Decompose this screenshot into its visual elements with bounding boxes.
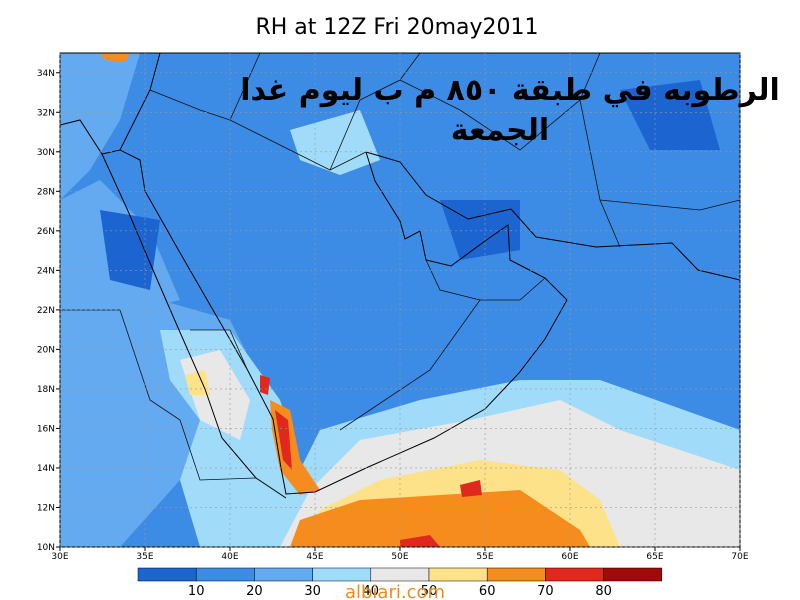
colorbar-box — [137, 567, 197, 582]
colorbar-label: 10 — [188, 584, 205, 599]
colorbar-box — [254, 567, 313, 582]
colorbar-box — [428, 567, 488, 582]
x-tick-label: 70E — [731, 552, 748, 562]
colorbar-box — [603, 567, 663, 582]
y-tick-label: 20N — [37, 345, 55, 355]
colorbar-box — [486, 567, 546, 582]
colorbar-label: 50 — [421, 584, 438, 599]
x-tick-label: 45E — [306, 552, 323, 562]
x-tick-label: 65E — [646, 552, 663, 562]
y-tick-label: 14N — [37, 464, 55, 474]
annotation: الجمعة — [451, 113, 549, 148]
y-tick-label: 24N — [37, 266, 55, 276]
y-tick-label: 10N — [37, 543, 55, 553]
colorbar-label: 60 — [479, 584, 496, 599]
map-title: RH at 12Z Fri 20may2011 — [255, 15, 538, 40]
colorbar-box — [312, 567, 372, 582]
y-tick-label: 18N — [37, 385, 55, 395]
x-tick-label: 35E — [136, 552, 153, 562]
y-tick-label: 30N — [37, 148, 55, 158]
annotation: الرطوبه في طبقة ٨٥٠ م ب ليوم غدا — [240, 73, 780, 108]
y-tick-label: 34N — [37, 69, 55, 79]
x-tick-label: 40E — [221, 552, 238, 562]
x-tick-label: 55E — [476, 552, 493, 562]
y-tick-label: 16N — [37, 424, 55, 434]
colorbar-box — [195, 567, 255, 582]
y-tick-label: 12N — [37, 503, 55, 513]
colorbar-label: 30 — [304, 584, 321, 599]
colorbar-label: 20 — [246, 584, 263, 599]
x-tick-label: 60E — [561, 552, 578, 562]
y-tick-label: 26N — [37, 227, 55, 237]
x-tick-label: 30E — [51, 552, 68, 562]
field — [60, 53, 740, 547]
colorbar-label: 80 — [595, 584, 612, 599]
colorbar-box — [370, 567, 430, 582]
colorbar-label: 40 — [363, 584, 380, 599]
watermark: albiari.com — [345, 582, 445, 600]
x-tick-label: 50E — [391, 552, 408, 562]
y-tick-label: 32N — [37, 108, 55, 118]
y-tick-label: 28N — [37, 187, 55, 197]
colorbar-label: 70 — [537, 584, 554, 599]
colorbar-box — [545, 567, 604, 582]
y-tick-label: 22N — [37, 306, 55, 316]
